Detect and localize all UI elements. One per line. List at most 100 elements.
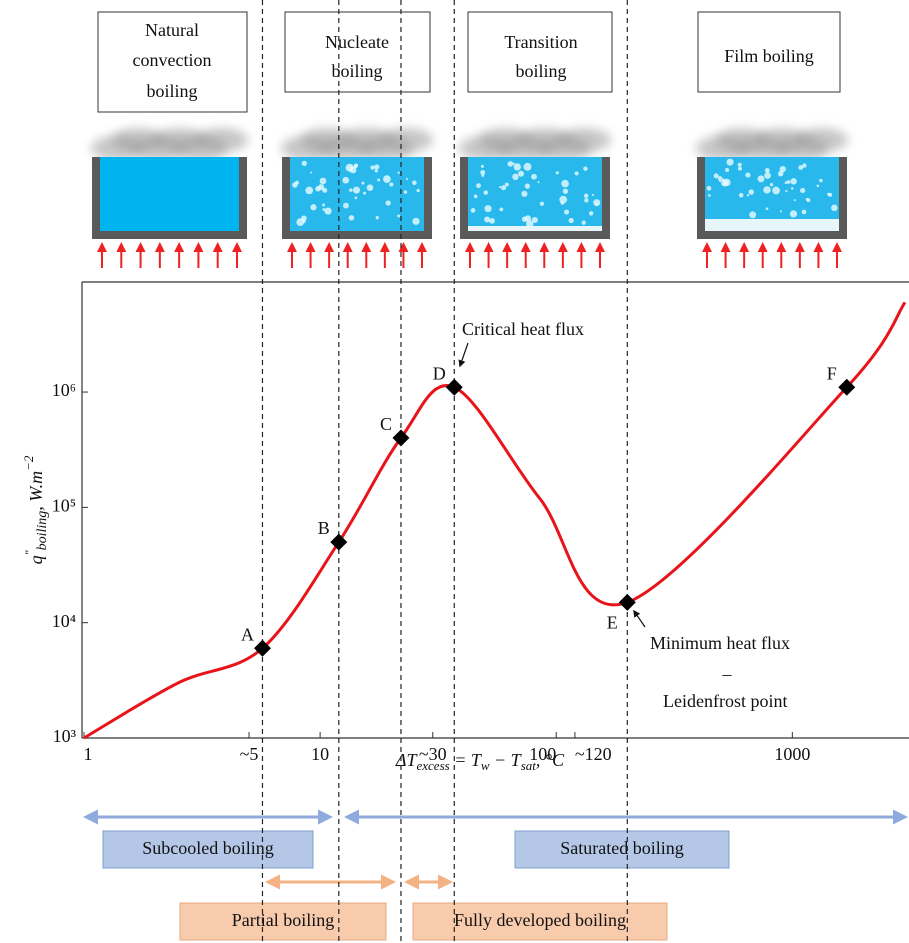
panel-title: convection [133,50,212,70]
panel-title: Natural [145,20,199,40]
regimes: Subcooled boiling Saturated boiling Part… [86,817,905,940]
bubble [747,194,749,196]
bubble [738,163,742,167]
bubble [354,197,357,200]
panel-title: Nucleate [325,32,389,52]
curve [84,302,905,738]
steam [559,128,611,152]
bubble [765,168,770,173]
bubble [738,167,742,171]
steam [796,128,848,152]
bubble [583,166,587,170]
y-axis-label: q"boiling, W.m−2 [21,455,50,564]
x-label-part: − T [490,750,523,770]
regime-label: Partial boiling [232,910,335,930]
bubble [722,178,725,181]
bubble [361,182,364,185]
bubble [719,180,721,182]
bubble [481,174,484,177]
bubble [778,171,784,177]
bubble [292,182,298,188]
steam [381,128,433,152]
bubble [353,164,357,168]
bubble [739,193,744,198]
bubble [375,169,378,172]
point-label: E [607,612,618,632]
point-marker [446,379,463,396]
bubble [800,188,805,193]
panel-title: boiling [515,61,566,81]
bubble [749,189,754,194]
page: Natural convection boiling Nucleate boil… [0,0,909,943]
bubble [406,178,408,180]
annotation-arrow [460,343,468,366]
bubble [749,211,756,218]
y-tick-label: 10³ [53,726,77,746]
bubble [474,195,478,199]
bubble [556,171,559,174]
bubble [522,217,527,222]
annotation-arrow [634,611,645,627]
bubble [501,185,506,190]
bubble [471,208,476,213]
bubble [521,191,527,197]
bubble [584,198,588,202]
x-tick-label: 100 [529,744,556,764]
bubble [766,207,769,210]
bubble [745,173,750,178]
bubble [370,165,374,169]
bubble [531,174,537,180]
bubble [725,168,729,172]
bubble [714,173,719,178]
annotation: Leidenfrost point [663,691,787,711]
x-tick-label: 10 [311,744,329,764]
bubble [508,161,514,167]
bubble [589,211,593,215]
bubble [514,163,521,170]
bubble [802,210,807,215]
x-tick-label: ~30 [419,744,447,764]
bubble [785,190,787,192]
bubble [817,185,820,188]
y-label-part: q [26,555,46,564]
bubble [412,180,417,185]
regime-label: Fully developed boiling [454,910,626,930]
x-label-part: w [481,758,490,773]
bubble [770,183,773,186]
panel-title: Transition [504,32,577,52]
bubble [827,193,830,196]
bubble [707,186,712,191]
bubble [708,194,711,197]
bubble [772,187,780,195]
bubble [367,184,374,191]
bubble [302,220,305,223]
bubble [412,218,419,225]
bubble [481,165,484,168]
annotation: Minimum heat flux [650,633,790,653]
point-marker [619,594,636,611]
regime-label: Subcooled boiling [142,838,274,858]
y-tick-label: 10⁴ [52,611,76,631]
y-label-part: boiling [35,511,50,551]
bubble [302,161,307,166]
x-tick-label: ~5 [240,744,259,764]
point-label: D [433,363,446,383]
bubble [512,174,518,180]
bubble [483,190,487,194]
bubble [806,198,809,201]
bubble [389,182,393,186]
bubble [569,218,574,223]
x-label-part: ΔT [395,750,419,770]
bubble [575,171,579,175]
bubble [727,159,734,166]
y-label-part: " [22,549,36,555]
bubble [540,202,544,206]
bubble [322,204,325,207]
bubble [764,172,771,179]
bubble [404,190,407,193]
x-tick-label: ~120 [575,744,612,764]
bubble [525,184,530,189]
bubble [397,215,400,218]
annotation: – [722,664,733,684]
x-tick-label: 1000 [774,744,810,764]
